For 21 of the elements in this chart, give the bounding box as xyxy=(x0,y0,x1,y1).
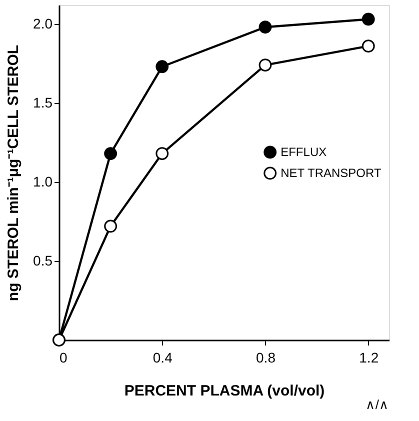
y-tick-label: 0.5 xyxy=(33,252,53,268)
legend-label: NET TRANSPORT xyxy=(280,166,382,180)
x-tick-label: 0.4 xyxy=(152,350,173,366)
x-axis-title: PERCENT PLASMA (vol/vol) xyxy=(124,382,325,400)
point xyxy=(156,147,169,160)
point xyxy=(258,20,272,34)
point xyxy=(362,40,375,53)
point xyxy=(104,220,118,233)
point xyxy=(258,58,272,72)
legend-label: EFFLUX xyxy=(280,145,327,160)
y-axis-title: ng STEROL min⁻¹μg⁻¹CELL STEROL xyxy=(5,44,22,302)
x-tick-label: 0.8 xyxy=(256,350,276,366)
x-tick-label: 0 xyxy=(60,350,68,366)
x-tick-label: 1.2 xyxy=(359,350,379,366)
point xyxy=(362,12,375,26)
text: ∧/∧ xyxy=(365,397,389,412)
y-tick-label: 1.5 xyxy=(33,94,53,110)
y-tick-label: 2.0 xyxy=(33,15,53,32)
point xyxy=(104,147,118,160)
y-tick-label: 1.0 xyxy=(33,173,53,190)
point xyxy=(156,60,169,74)
